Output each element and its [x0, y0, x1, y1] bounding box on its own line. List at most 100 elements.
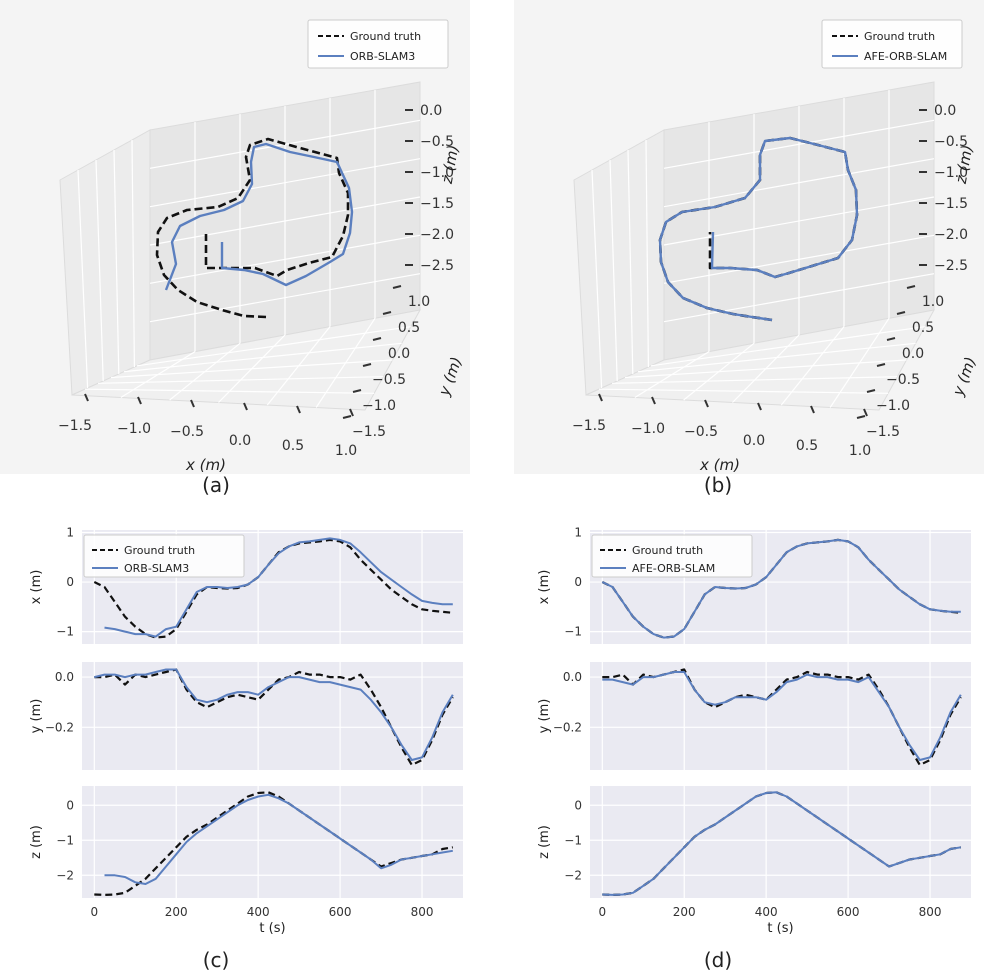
- ground-truth-line: [94, 791, 453, 897]
- chart-3d-b: −1.5 −1.0 −0.5 0.0 0.5 1.0 x (m) 1.0 0.5 0.0 −0.5 −…: [514, 0, 984, 474]
- grid-line: [645, 139, 649, 368]
- legend-label: AFE-ORB-SLAM: [864, 50, 947, 63]
- x-tick: [757, 402, 762, 411]
- plot-area: [590, 786, 971, 898]
- y-axis-label: z (m): [29, 825, 44, 859]
- y-tick-label: 0: [574, 575, 582, 589]
- z-tick-label: −1.0: [420, 165, 454, 181]
- y-tick-label: −0.5: [886, 372, 920, 388]
- panel-label-b: (b): [704, 473, 732, 497]
- x-tick-label: −1.5: [58, 418, 92, 434]
- estimated-line: [104, 793, 453, 885]
- grid-line: [650, 326, 925, 367]
- estimated-trajectory: [658, 136, 859, 322]
- z-tick-label: −1.5: [420, 196, 454, 212]
- y-tick-label: 0.0: [902, 346, 924, 362]
- x-tick: [243, 402, 248, 411]
- subplot-y: −0.2 0.0 y (m): [29, 662, 463, 770]
- y-tick-label: 1.0: [922, 294, 944, 310]
- x-tick-label: −1.5: [572, 418, 606, 434]
- y-tick: [372, 337, 382, 341]
- x-tick-label: 0: [598, 905, 606, 919]
- y-tick-label: −1.5: [866, 424, 900, 440]
- y-tick: [876, 363, 886, 367]
- y-tick-label: −1: [564, 625, 582, 639]
- subplot-z: −2 −1 0 z (m) 0 200 400 600 800 t (s): [29, 786, 463, 936]
- y-tick: [856, 415, 866, 419]
- x-tick-label: 0.5: [796, 438, 818, 454]
- x-tick-label: −0.5: [684, 424, 718, 440]
- legend: Ground truth ORB-SLAM3: [83, 534, 245, 578]
- legend-label: ORB-SLAM3: [350, 50, 415, 63]
- estimated-line: [602, 791, 961, 896]
- estimated-trajectory: [164, 142, 354, 291]
- y-tick-label: −1.0: [362, 398, 396, 414]
- x-axis-label: t (s): [767, 921, 793, 936]
- y-tick: [896, 311, 906, 315]
- z-tick-label: −0.5: [934, 134, 968, 150]
- y-tick: [362, 363, 372, 367]
- grid-line: [627, 149, 634, 375]
- grid-line: [136, 326, 411, 367]
- legend-label: AFE-ORB-SLAM: [632, 562, 715, 575]
- legend-label: Ground truth: [632, 544, 703, 557]
- z-tick-label: −2.0: [934, 227, 968, 243]
- y-tick-label: −0.5: [372, 372, 406, 388]
- legend: Ground truth AFE-ORB-SLAM: [591, 534, 753, 578]
- grid-line: [591, 169, 603, 389]
- panel-label-d: (d): [704, 948, 732, 972]
- legend-label: Ground truth: [350, 30, 421, 43]
- legend-label: Ground truth: [864, 30, 935, 43]
- legend-label: ORB-SLAM3: [124, 562, 189, 575]
- x-axis-label: t (s): [259, 921, 285, 936]
- x-tick-label: 200: [673, 905, 696, 919]
- y-tick-label: 0.5: [912, 320, 934, 336]
- y-tick: [886, 337, 896, 341]
- y-tick-label: 0: [66, 575, 74, 589]
- x-tick-label: 200: [165, 905, 188, 919]
- y-tick-label: 1: [574, 525, 582, 539]
- x-tick-label: 0.0: [229, 433, 251, 449]
- chart-3d-a: −1.5 −1.0 −0.5 0.0 0.5 1.0 x (m) 1.0 0.5 0.0 −0.5 −…: [0, 0, 470, 474]
- subplot-z: −2 −1 0 z (m) 0 200 400 600 800 t (s): [537, 786, 971, 936]
- estimated-line: [104, 537, 453, 638]
- grid-line: [95, 159, 104, 382]
- grid-line: [131, 139, 135, 368]
- y-tick-label: 0.0: [563, 670, 582, 684]
- y-tick: [382, 311, 392, 315]
- z-tick-label: 0.0: [934, 103, 956, 119]
- y-tick: [906, 285, 916, 289]
- x-tick: [190, 399, 195, 408]
- x-tick: [863, 408, 868, 417]
- ground-truth-trajectory: [155, 137, 350, 319]
- x-tick-label: 800: [411, 905, 434, 919]
- chart-timeseries-c: −1 0 1 x (m) −0.2 0.0 y (m) −2 −1 0 z (m) 0 200 400 60…: [29, 525, 463, 936]
- x-tick-label: 400: [247, 905, 270, 919]
- y-axis-label: x (m): [29, 570, 44, 605]
- y-tick-label: 0: [66, 798, 74, 812]
- y-tick-label: 0.0: [388, 346, 410, 362]
- x-tick: [84, 393, 89, 402]
- y-axis-label: z (m): [537, 825, 552, 859]
- z-tick-label: −0.5: [420, 134, 454, 150]
- y-tick-label: 1.0: [408, 294, 430, 310]
- estimated-line: [601, 538, 961, 639]
- z-tick-label: −1.5: [934, 196, 968, 212]
- y-tick-label: −2: [564, 868, 582, 882]
- x-tick-label: 800: [919, 905, 942, 919]
- z-tick-label: −2.5: [420, 258, 454, 274]
- y-axis-label: y (m): [537, 699, 552, 734]
- legend: Ground truth ORB-SLAM3: [307, 19, 449, 69]
- y-axis-label: x (m): [537, 570, 552, 605]
- legend-label: Ground truth: [124, 544, 195, 557]
- y-tick: [342, 415, 352, 419]
- x-tick-label: −1.0: [117, 421, 151, 437]
- y-tick: [866, 389, 876, 393]
- x-tick-label: 0.0: [743, 433, 765, 449]
- x-tick: [296, 405, 301, 414]
- y-tick-label: 0.5: [398, 320, 420, 336]
- x-tick: [598, 393, 603, 402]
- y-tick-label: −0.2: [45, 720, 74, 734]
- grid-line: [113, 149, 120, 375]
- y-tick-label: 0.0: [55, 670, 74, 684]
